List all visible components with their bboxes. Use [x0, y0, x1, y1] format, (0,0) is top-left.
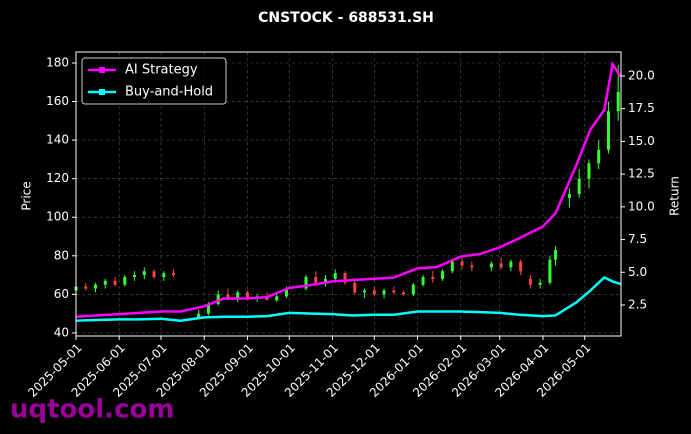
legend-box — [81, 57, 227, 105]
legend-label: Buy-and-Hold — [125, 85, 213, 100]
return-line — [75, 276, 622, 322]
candle-body — [103, 280, 107, 285]
candle-body — [142, 271, 146, 276]
candle-body — [113, 280, 117, 285]
candle-body — [577, 178, 581, 195]
y-tick-label: 100 — [46, 210, 69, 224]
candle-body — [587, 163, 591, 179]
candle-body — [597, 149, 601, 164]
candle-body — [284, 288, 288, 297]
candle-body — [489, 263, 493, 268]
candle-body — [431, 277, 435, 279]
candle-body — [333, 273, 337, 279]
candle-body — [528, 278, 532, 285]
candle-body — [606, 111, 610, 150]
y2-tick-label: 20.0 — [628, 68, 655, 82]
y-tick-label: 40 — [54, 325, 69, 339]
candle-body — [304, 277, 308, 289]
candle-body — [206, 303, 210, 314]
candle-body — [363, 290, 367, 293]
candle-body — [567, 194, 571, 198]
y2-axis-label: Return — [668, 176, 682, 216]
candle-body — [343, 273, 347, 283]
candle-body — [421, 277, 425, 285]
candle-body — [152, 271, 156, 278]
y-axis-label: Price — [20, 181, 34, 210]
legend-marker — [99, 67, 105, 73]
y-tick-label: 60 — [54, 287, 69, 301]
candle-body — [548, 259, 552, 283]
y-tick-label: 180 — [46, 55, 69, 69]
legend-label: AI Strategy — [125, 63, 198, 78]
candle-body — [94, 284, 98, 289]
candle-body — [84, 286, 88, 289]
y-tick-label: 120 — [46, 171, 69, 185]
return-line — [75, 60, 623, 319]
candle-body — [616, 91, 620, 112]
candle-body — [133, 275, 137, 278]
candle-body — [372, 290, 376, 295]
watermark: uqtool.com — [10, 395, 174, 425]
y2-tick-label: 7.5 — [628, 232, 647, 246]
y2-tick-label: 15.0 — [628, 134, 655, 148]
candle-body — [353, 282, 357, 293]
candle-body — [197, 313, 201, 318]
candle-body — [470, 265, 474, 268]
candle-body — [216, 294, 220, 304]
candle-body — [450, 261, 454, 272]
candle-body — [226, 294, 230, 299]
y-tick-label: 80 — [54, 248, 69, 262]
candle-body — [382, 290, 386, 295]
y-tick-label: 160 — [46, 94, 69, 108]
plot-frame — [75, 51, 622, 337]
candle-body — [236, 292, 240, 299]
y2-tick-label: 10.0 — [628, 199, 655, 213]
candle-body — [402, 292, 406, 295]
candle-body — [553, 250, 557, 260]
candle-body — [123, 277, 127, 285]
candle-body — [245, 292, 249, 299]
candle-body — [499, 263, 503, 268]
candle-body — [441, 271, 445, 279]
legend: AI Strategy Buy-and-Hold — [81, 57, 227, 105]
candle-body — [172, 273, 176, 276]
y2-tick-label: 2.5 — [628, 297, 647, 311]
candle-body — [324, 278, 328, 283]
legend-marker — [99, 89, 105, 95]
candle-body — [275, 296, 279, 301]
y2-tick-label: 5.0 — [628, 265, 647, 279]
candle-body — [162, 273, 166, 278]
y2-tick-label: 12.5 — [628, 167, 655, 181]
candle-body — [411, 284, 415, 295]
y2-tick-label: 17.5 — [628, 101, 655, 115]
candle-body — [519, 261, 523, 272]
chart-title: CNSTOCK - 688531.SH — [258, 10, 434, 26]
y-tick-label: 140 — [46, 133, 69, 147]
candle-body — [538, 282, 542, 285]
candle-body — [460, 261, 464, 266]
candle-body — [392, 290, 396, 293]
candle-body — [314, 277, 318, 283]
candle-body — [509, 261, 513, 268]
